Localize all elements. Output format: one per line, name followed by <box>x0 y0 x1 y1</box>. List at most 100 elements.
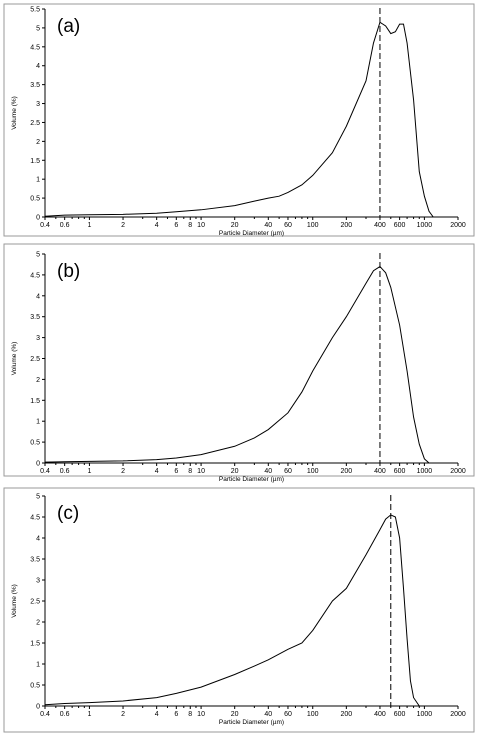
series-line-0 <box>44 265 430 464</box>
x-tick-label: 400 <box>374 468 386 475</box>
y-tick-label: 1.5 <box>30 158 40 165</box>
x-tick-label: 6 <box>174 222 178 229</box>
y-tick-label: 2.5 <box>30 120 40 127</box>
y-tick-label: 4 <box>36 536 40 543</box>
panel-frame <box>3 487 475 733</box>
y-tick-label: 0 <box>36 704 40 711</box>
x-tick-label: 8 <box>188 711 192 718</box>
x-tick-label: 200 <box>341 711 353 718</box>
x-tick-label: 600 <box>394 222 406 229</box>
y-tick-label: 3.5 <box>30 314 40 321</box>
x-tick-label: 400 <box>374 711 386 718</box>
x-tick-label: 8 <box>188 222 192 229</box>
series-line-0 <box>44 514 420 707</box>
x-tick-label: 1 <box>87 468 91 475</box>
y-tick-label: 1 <box>36 419 40 426</box>
x-tick-label: 6 <box>174 711 178 718</box>
x-tick-label: 8 <box>188 468 192 475</box>
y-tick-label: 4.5 <box>30 44 40 51</box>
x-tick-label: 2000 <box>450 468 466 475</box>
x-tick-label: 10 <box>197 468 205 475</box>
x-tick-label: 200 <box>341 222 353 229</box>
y-tick-label: 0 <box>36 215 40 222</box>
y-axis-title: Volume (%) <box>11 96 18 130</box>
y-tick-label: 4 <box>36 63 40 70</box>
x-tick-label: 100 <box>307 222 319 229</box>
panel-b: 0.4 0.6 1 2 4 6 8 10 20 40 60 100 200 400 600 1000 20000… <box>3 243 475 483</box>
y-tick-label: 3 <box>36 101 40 108</box>
x-tick-label: 1000 <box>417 222 433 229</box>
x-tick-label: 600 <box>394 711 406 718</box>
y-tick-label: 3.5 <box>30 82 40 89</box>
x-tick-label: 0.4 <box>40 222 50 229</box>
panel-label: (c) <box>57 503 79 524</box>
y-tick-label: 1.5 <box>30 398 40 405</box>
panel-a: 0.4 0.6 1 2 4 6 8 10 20 40 60 100 200 400 600 1000 20000… <box>3 3 475 237</box>
panel-label: (a) <box>57 16 80 37</box>
y-tick-label: 2.5 <box>30 599 40 606</box>
x-tick-label: 4 <box>155 222 159 229</box>
y-tick-label: 4 <box>36 293 40 300</box>
y-tick-label: 5 <box>36 252 40 259</box>
x-tick-label: 0.6 <box>60 468 70 475</box>
x-tick-label: 2 <box>121 468 125 475</box>
y-axis-title: Volume (%) <box>11 584 18 618</box>
x-tick-label: 60 <box>284 222 292 229</box>
x-tick-label: 1000 <box>417 711 433 718</box>
x-tick-label: 10 <box>197 222 205 229</box>
y-tick-label: 3 <box>36 578 40 585</box>
x-axis-title: Particle Diameter (µm) <box>219 719 284 726</box>
x-tick-label: 200 <box>341 468 353 475</box>
x-tick-label: 60 <box>284 468 292 475</box>
y-tick-label: 1.5 <box>30 641 40 648</box>
x-tick-label: 0.4 <box>40 711 50 718</box>
x-axis-title: Particle Diameter (µm) <box>219 476 284 483</box>
y-tick-label: 2 <box>36 377 40 384</box>
panel-label: (b) <box>57 261 80 282</box>
x-tick-label: 10 <box>197 711 205 718</box>
y-tick-label: 0 <box>36 461 40 468</box>
x-tick-label: 6 <box>174 468 178 475</box>
x-tick-label: 1 <box>87 222 91 229</box>
x-tick-label: 20 <box>231 711 239 718</box>
x-tick-label: 20 <box>231 222 239 229</box>
x-tick-label: 4 <box>155 468 159 475</box>
y-tick-label: 0.5 <box>30 440 40 447</box>
x-tick-label: 2 <box>121 711 125 718</box>
x-tick-label: 1000 <box>417 468 433 475</box>
x-tick-label: 40 <box>264 222 272 229</box>
y-tick-label: 0.5 <box>30 196 40 203</box>
x-tick-label: 400 <box>374 222 386 229</box>
y-tick-label: 2 <box>36 620 40 627</box>
y-tick-label: 3 <box>36 335 40 342</box>
x-tick-label: 2 <box>121 222 125 229</box>
y-tick-label: 4.5 <box>30 515 40 522</box>
y-tick-label: 5 <box>36 494 40 501</box>
y-tick-label: 2.5 <box>30 356 40 363</box>
x-axis-title: Particle Diameter (µm) <box>219 230 284 237</box>
x-tick-label: 0.4 <box>40 468 50 475</box>
y-tick-label: 3.5 <box>30 557 40 564</box>
x-tick-label: 100 <box>307 468 319 475</box>
x-tick-label: 20 <box>231 468 239 475</box>
y-tick-label: 5 <box>36 25 40 32</box>
x-tick-label: 4 <box>155 711 159 718</box>
x-tick-label: 600 <box>394 468 406 475</box>
y-axis-title: Volume (%) <box>11 342 18 376</box>
y-tick-label: 5.5 <box>30 7 40 14</box>
series-line-0 <box>44 21 434 218</box>
y-tick-label: 0.5 <box>30 683 40 690</box>
x-tick-label: 40 <box>264 711 272 718</box>
y-tick-label: 4.5 <box>30 272 40 279</box>
y-tick-label: 2 <box>36 139 40 146</box>
panel-frame <box>3 3 475 237</box>
panel-c: 0.4 0.6 1 2 4 6 8 10 20 40 60 100 200 400 600 1000 20000… <box>3 487 475 733</box>
x-tick-label: 100 <box>307 711 319 718</box>
x-tick-label: 0.6 <box>60 222 70 229</box>
x-tick-label: 40 <box>264 468 272 475</box>
panel-frame <box>3 243 475 477</box>
x-tick-label: 2000 <box>450 222 466 229</box>
x-tick-label: 2000 <box>450 711 466 718</box>
x-tick-label: 0.6 <box>60 711 70 718</box>
